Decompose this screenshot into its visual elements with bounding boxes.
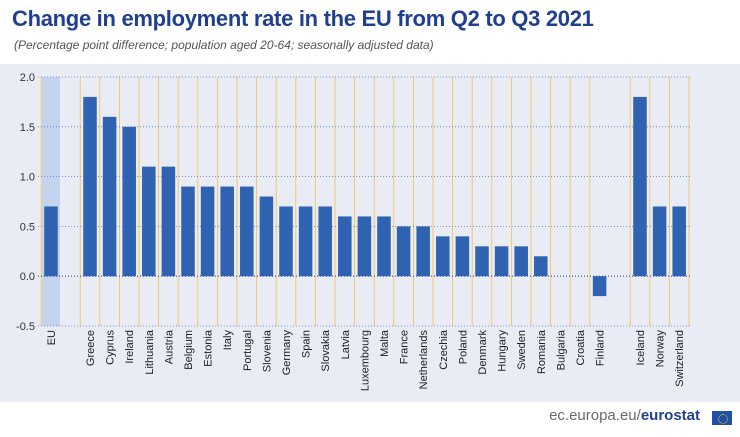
x-tick-label-denmark: Denmark [477, 330, 489, 375]
x-tick-label-poland: Poland [457, 330, 469, 364]
x-tick-label-ireland: Ireland [124, 330, 136, 364]
x-tick-label-france: France [399, 330, 411, 364]
footer-site: ec.europa.eu/ [549, 407, 641, 424]
bar-poland [455, 236, 470, 277]
x-tick-label-latvia: Latvia [340, 329, 352, 359]
chart-subtitle: (Percentage point difference; population… [14, 38, 434, 52]
x-tick-label-lithuania: Lithuania [144, 329, 156, 375]
bar-finland [592, 276, 607, 297]
bar-netherlands [416, 226, 430, 277]
x-tick-label-estonia: Estonia [203, 329, 215, 367]
x-tick-label-slovenia: Slovenia [261, 329, 273, 372]
x-tick-label-luxembourg: Luxembourg [359, 330, 371, 391]
bar-latvia [338, 216, 352, 277]
bar-belgium [181, 186, 195, 277]
bar-austria [161, 166, 176, 277]
y-tick-label: 0.0 [20, 271, 35, 283]
x-tick-label-switzerland: Switzerland [674, 330, 686, 387]
x-tick-label-cyprus: Cyprus [105, 330, 117, 365]
x-tick-label-czechia: Czechia [438, 329, 450, 370]
y-tick-label: 2.0 [20, 72, 35, 84]
bar-slovakia [318, 206, 332, 277]
x-tick-label-romania: Romania [536, 329, 548, 374]
bar-iceland [633, 96, 647, 277]
bar-sweden [514, 246, 528, 277]
y-tick-label: -0.5 [16, 321, 35, 333]
y-tick-label: 0.5 [20, 221, 35, 233]
y-tick-label: 1.0 [20, 172, 35, 184]
bar-ireland [122, 126, 136, 277]
bar-malta [377, 216, 391, 277]
bar-hungary [494, 246, 509, 277]
bar-italy [220, 186, 234, 277]
x-tick-label-finland: Finland [595, 330, 607, 366]
x-tick-label-italy: Italy [222, 330, 234, 351]
x-tick-label-bulgaria: Bulgaria [555, 329, 567, 370]
bar-cyprus [102, 116, 117, 277]
x-tick-label-slovakia: Slovakia [320, 329, 332, 371]
y-tick-label: 1.5 [20, 122, 35, 134]
x-tick-label-austria: Austria [163, 329, 175, 364]
x-tick-label-netherlands: Netherlands [418, 330, 430, 390]
x-tick-label-croatia: Croatia [575, 329, 587, 365]
bar-lithuania [142, 166, 156, 277]
bar-romania [534, 256, 548, 277]
x-tick-label-eu: EU [46, 330, 58, 345]
x-tick-label-iceland: Iceland [635, 330, 647, 365]
bar-portugal [240, 186, 254, 277]
bar-germany [279, 206, 293, 277]
bar-slovenia [259, 196, 274, 277]
eu-highlight-band [42, 77, 60, 326]
bar-spain [298, 206, 313, 277]
footer-source[interactable]: ec.europa.eu/eurostat [549, 407, 700, 424]
bar-switzerland [672, 206, 686, 277]
x-tick-label-greece: Greece [85, 330, 97, 366]
bar-eu [44, 206, 58, 277]
x-tick-label-sweden: Sweden [516, 330, 528, 370]
x-tick-label-germany: Germany [281, 330, 293, 376]
chart-title: Change in employment rate in the EU from… [12, 6, 594, 31]
bar-czechia [436, 236, 450, 277]
x-tick-label-malta: Malta [379, 329, 391, 357]
x-tick-label-portugal: Portugal [242, 330, 254, 371]
bar-greece [83, 96, 97, 277]
bar-estonia [200, 186, 215, 277]
bar-norway [652, 206, 667, 277]
x-tick-label-belgium: Belgium [183, 330, 195, 370]
bar-luxembourg [357, 216, 372, 277]
bar-chart: 2.0 1.5 1.0 0.5 0.0 -0.5 EU Greece Cyprus Ireland… [16, 72, 690, 391]
x-tick-label-hungary: Hungary [497, 330, 509, 372]
x-tick-label-spain: Spain [301, 330, 313, 358]
bar-denmark [475, 246, 489, 277]
bar-france [396, 226, 411, 277]
eu-flag-icon [712, 411, 732, 425]
x-tick-label-norway: Norway [655, 330, 667, 368]
footer-brand: eurostat [640, 407, 700, 424]
